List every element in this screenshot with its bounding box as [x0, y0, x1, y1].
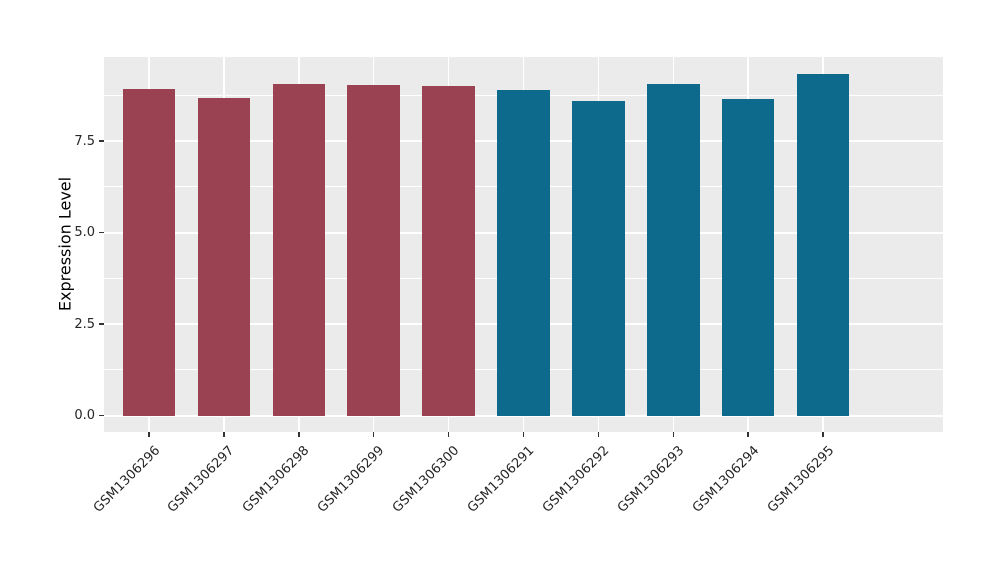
x-tick-mark [298, 432, 300, 437]
x-tick-label: GSM1306296 [90, 443, 163, 516]
bar-GSM1306298 [272, 84, 325, 416]
x-tick-label: GSM1306294 [689, 443, 763, 516]
bar-GSM1306291 [497, 90, 550, 416]
x-tick-label: GSM1306300 [390, 443, 463, 516]
plot-panel [104, 57, 943, 432]
y-tick-label: 5.0 [74, 225, 95, 241]
bar-GSM1306294 [722, 98, 775, 416]
y-tick-label: 7.5 [74, 133, 95, 149]
x-tick-label: GSM1306293 [614, 443, 688, 516]
bar-GSM1306295 [796, 73, 850, 416]
y-tick-mark [99, 414, 104, 417]
x-tick-label: GSM1306295 [764, 443, 838, 516]
x-tick-mark [597, 432, 600, 437]
bar-GSM1306292 [572, 101, 625, 416]
y-tick-mark [99, 323, 104, 325]
y-tick-mark [99, 231, 104, 234]
y-tick-mark [99, 140, 104, 142]
x-tick-mark [447, 432, 450, 437]
x-tick-label: GSM1306292 [539, 443, 613, 516]
x-tick-mark [822, 432, 824, 437]
y-axis-title: Expression Level [55, 176, 75, 312]
x-tick-mark [672, 432, 675, 437]
bar-GSM1306299 [347, 85, 400, 416]
bar-GSM1306296 [122, 89, 176, 416]
bar-GSM1306297 [197, 97, 251, 416]
bar-GSM1306293 [647, 84, 700, 416]
x-tick-mark [522, 432, 525, 437]
x-tick-mark [148, 432, 150, 437]
bar-GSM1306300 [422, 85, 475, 416]
x-tick-mark [223, 432, 225, 437]
x-tick-label: GSM1306299 [315, 443, 388, 516]
x-tick-label: GSM1306291 [464, 443, 538, 516]
y-tick-label: 0.0 [74, 408, 95, 424]
x-tick-label: GSM1306297 [165, 443, 238, 516]
y-tick-label: 2.5 [74, 316, 95, 332]
x-tick-mark [747, 432, 749, 437]
x-tick-mark [372, 432, 375, 437]
x-tick-label: GSM1306298 [240, 443, 313, 516]
